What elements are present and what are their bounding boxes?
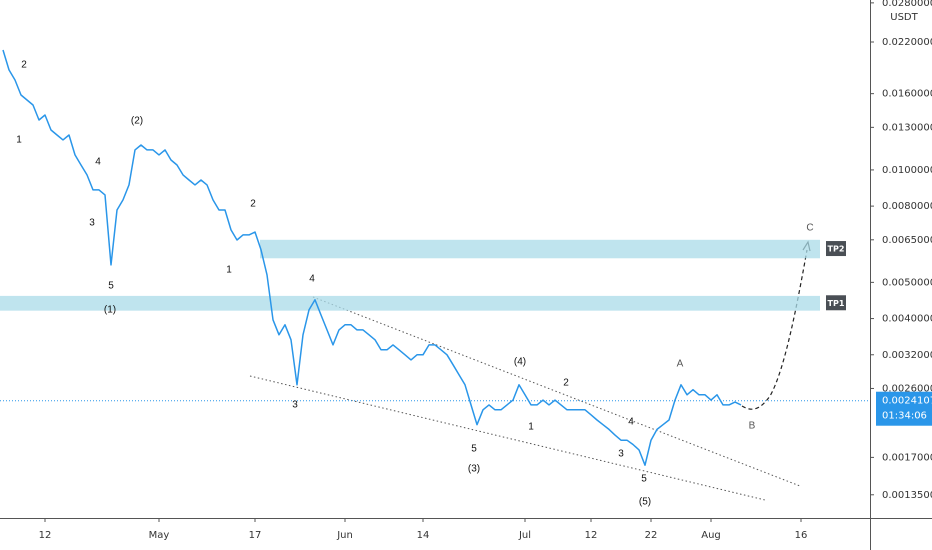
wave-label: A (677, 359, 684, 370)
wave-label: (5) (639, 497, 651, 508)
y-tick-label: 0.0026000 (882, 383, 932, 394)
y-tick-label: 0.0040000 (882, 314, 932, 325)
x-tick-label: 14 (417, 530, 430, 541)
wave-label: 3 (618, 449, 624, 460)
y-tick-label: 0.0280000 (882, 0, 932, 9)
y-unit: USDT (890, 12, 918, 23)
y-tick-label: 0.0160000 (882, 89, 932, 100)
x-tick-label: Aug (701, 530, 721, 541)
zone-tag-bg (826, 241, 846, 257)
y-tick-label: 0.0017000 (882, 452, 932, 463)
wave-label: 5 (641, 474, 647, 485)
wave-label: 1 (528, 422, 534, 433)
zone-tag-bg (826, 295, 846, 311)
zone-tag: TP2 (828, 245, 845, 254)
wedge-upper (312, 296, 801, 487)
wave-label: 4 (95, 157, 101, 168)
target-zone (260, 239, 820, 259)
x-tick-label: 12 (585, 530, 598, 541)
last-price-label: 0.0024107 (882, 396, 932, 407)
wave-label: 5 (471, 444, 477, 455)
x-tick-label: May (149, 530, 170, 541)
y-tick-label: 0.0100000 (882, 165, 932, 176)
y-tick-label: 0.0080000 (882, 201, 932, 212)
y-tick-label: 0.0065000 (882, 235, 932, 246)
x-tick-label: 16 (795, 530, 808, 541)
y-tick-label: 0.0130000 (882, 122, 932, 133)
y-tick-label: 0.0032000 (882, 350, 932, 361)
wave-label: 5 (108, 281, 114, 292)
x-tick-label: 17 (249, 530, 262, 541)
wave-label: 2 (21, 60, 27, 71)
projection (741, 249, 808, 410)
y-tick-label: 0.0013500 (882, 490, 932, 501)
wave-label: 4 (628, 417, 634, 428)
wave-label: 2 (563, 378, 569, 389)
price-line (2, 49, 742, 466)
y-tick-label: 0.0050000 (882, 277, 932, 288)
wave-label: (2) (131, 116, 143, 127)
wave-label: 3 (292, 400, 298, 411)
wave-label: 1 (16, 135, 22, 146)
last-price-box (876, 391, 932, 426)
wave-label: (1) (104, 305, 116, 316)
wave-label: 3 (89, 218, 95, 229)
wave-label: (4) (514, 357, 526, 368)
x-tick-label: 22 (645, 530, 658, 541)
wave-label: 2 (250, 199, 256, 210)
wedge-lower (249, 375, 766, 501)
wave-label: 4 (309, 274, 315, 285)
x-tick-label: 12 (39, 530, 52, 541)
zone-tag: TP1 (828, 299, 845, 308)
wave-label: B (749, 421, 756, 432)
x-tick-label: Jul (518, 530, 531, 541)
countdown-label: 01:34:06 (882, 411, 927, 422)
wave-label: (3) (468, 464, 480, 475)
wave-label: C (806, 223, 813, 234)
target-zone (0, 295, 820, 311)
x-tick-label: Jun (336, 530, 353, 541)
y-tick-label: 0.0220000 (882, 37, 932, 48)
wave-label: 1 (226, 265, 232, 276)
